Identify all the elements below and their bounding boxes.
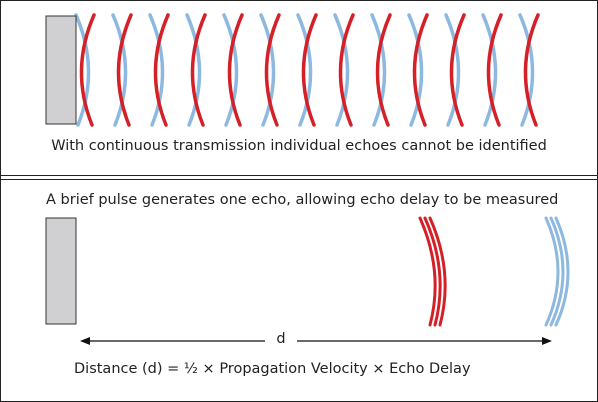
echo-wave	[296, 13, 313, 127]
transmit-wave	[264, 13, 281, 127]
reflector	[45, 15, 77, 125]
echo-wave	[185, 13, 202, 127]
echo-pulse	[549, 216, 565, 327]
bottom-caption: A brief pulse generates one echo, allowi…	[46, 192, 558, 208]
transmit-pulse	[423, 216, 442, 327]
echo-wave	[518, 13, 535, 127]
transmit-wave	[79, 13, 96, 127]
transmit-pulse	[418, 216, 437, 327]
distance-label: d	[276, 331, 285, 347]
transmit-wave	[523, 13, 540, 127]
transmit-wave	[116, 13, 133, 127]
echo-wave	[259, 13, 276, 127]
echo-wave	[148, 13, 165, 127]
echo-wave	[481, 13, 498, 127]
echo-pulse	[554, 216, 570, 327]
transmit-wave	[338, 13, 355, 127]
echo-wave	[370, 13, 387, 127]
echo-wave	[111, 13, 128, 127]
transmit-wave	[375, 13, 392, 127]
continuous-waves	[74, 13, 540, 127]
echo-wave	[444, 13, 461, 127]
transmit-wave	[486, 13, 503, 127]
arrow-head	[542, 337, 552, 345]
arrow-head	[80, 337, 90, 345]
formula: Distance (d) = ½ × Propagation Velocity …	[74, 361, 471, 377]
echo-wave	[74, 13, 91, 127]
transmit-wave	[301, 13, 318, 127]
echo-wave	[407, 13, 424, 127]
transmit-pulse	[428, 216, 447, 327]
transmit-wave	[190, 13, 207, 127]
transmit-wave	[449, 13, 466, 127]
transmit-wave	[227, 13, 244, 127]
top-caption: With continuous transmission individual …	[51, 138, 547, 154]
transmit-wave	[412, 13, 429, 127]
reflector	[45, 217, 77, 325]
transmit-wave	[153, 13, 170, 127]
echo-wave	[333, 13, 350, 127]
echo-wave	[222, 13, 239, 127]
pulse-waves	[418, 216, 570, 327]
echo-pulse	[544, 216, 560, 327]
